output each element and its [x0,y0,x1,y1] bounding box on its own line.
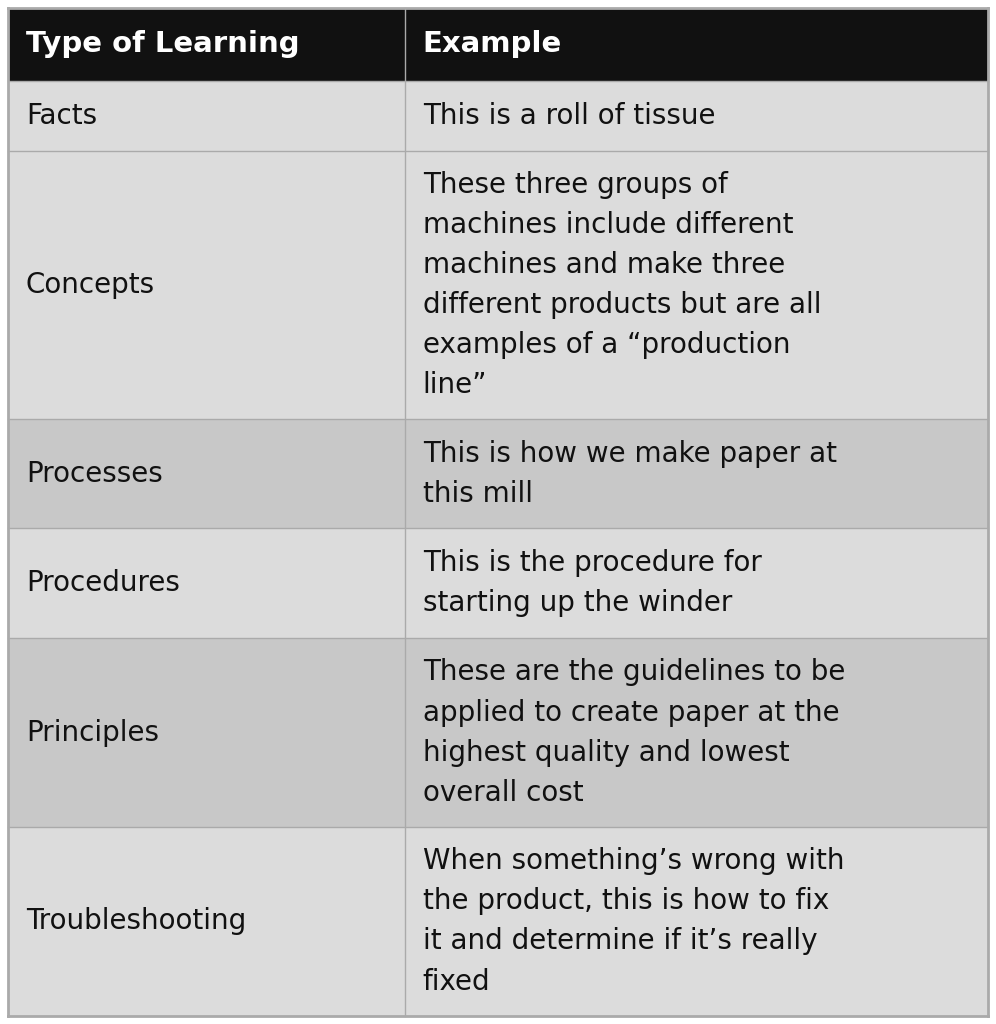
Bar [8,8,988,81]
Text: Principles: Principles [26,719,159,746]
Bar [8,81,988,151]
Bar [8,528,988,638]
Text: Processes: Processes [26,460,162,487]
Text: Example: Example [423,31,562,58]
Bar [8,419,988,528]
Text: These three groups of
machines include different
machines and make three
differe: These three groups of machines include d… [423,171,822,399]
Text: This is how we make paper at
this mill: This is how we make paper at this mill [423,439,837,508]
Text: Troubleshooting: Troubleshooting [26,907,246,935]
Text: Concepts: Concepts [26,270,155,299]
Text: This is a roll of tissue: This is a roll of tissue [423,101,715,130]
Text: These are the guidelines to be
applied to create paper at the
highest quality an: These are the guidelines to be applied t… [423,658,846,807]
Text: Procedures: Procedures [26,569,179,597]
Text: When something’s wrong with
the product, this is how to fix
it and determine if : When something’s wrong with the product,… [423,847,845,995]
Bar [8,151,988,419]
Bar [8,827,988,1016]
Bar [8,638,988,827]
Text: Facts: Facts [26,101,97,130]
Text: This is the procedure for
starting up the winder: This is the procedure for starting up th… [423,549,762,617]
Text: Type of Learning: Type of Learning [26,31,300,58]
